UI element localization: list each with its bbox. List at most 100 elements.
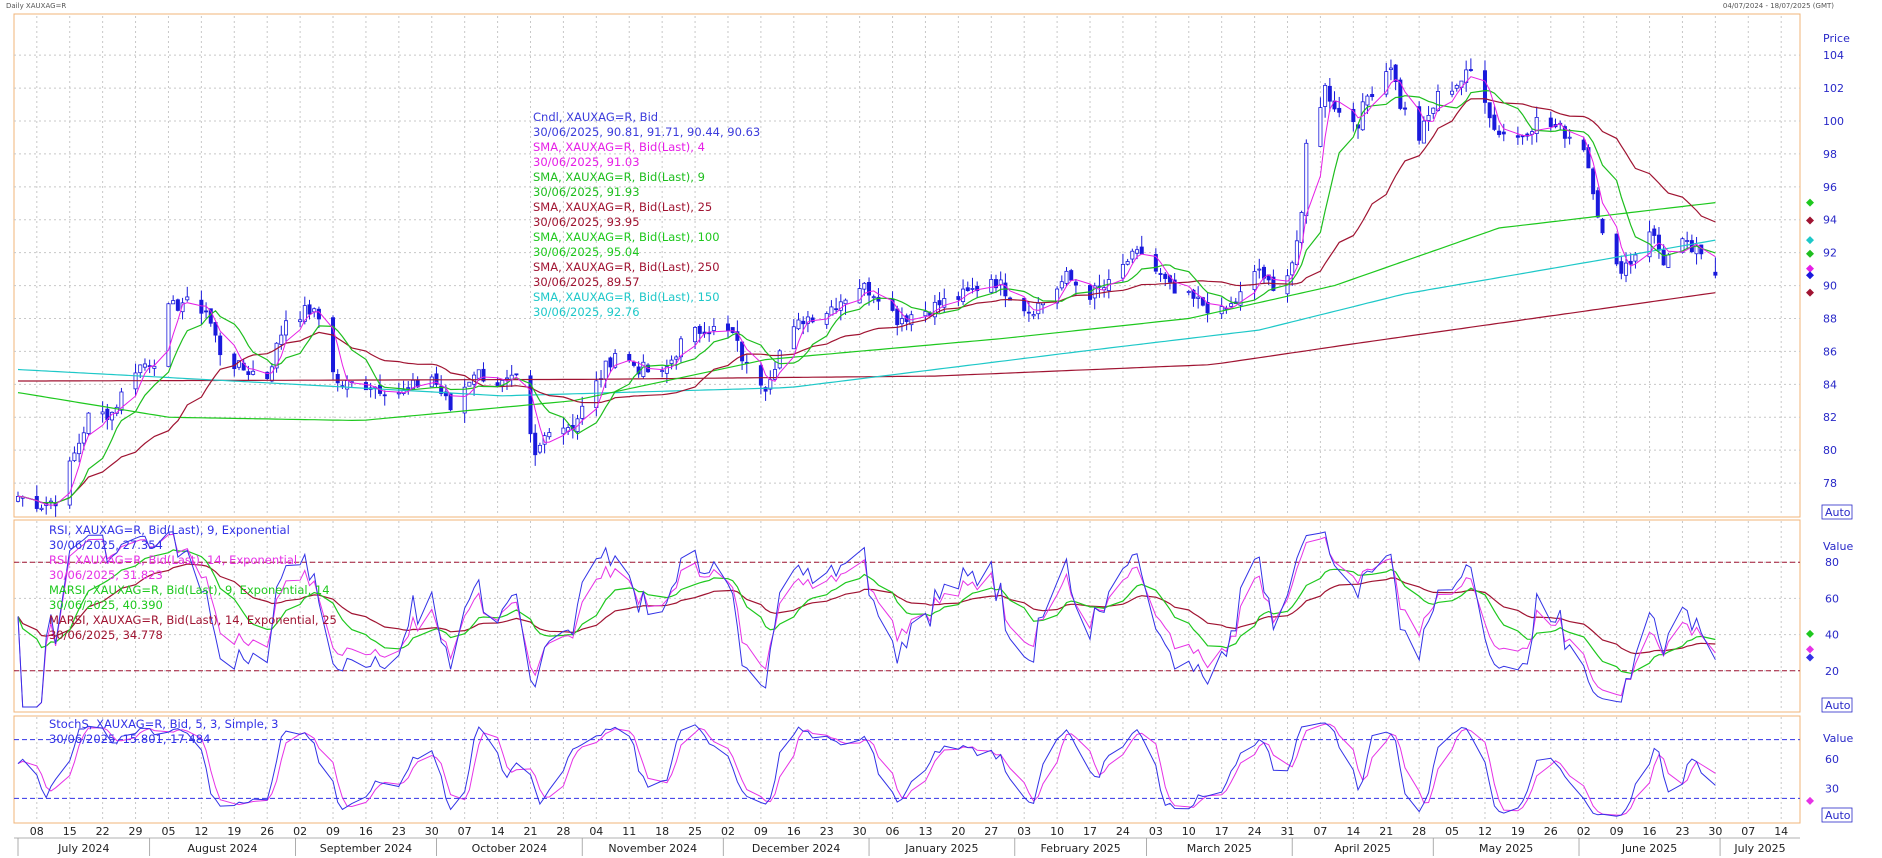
candle-body xyxy=(1186,291,1191,293)
candle-body xyxy=(213,322,218,336)
x-tick-label: 10 xyxy=(1050,825,1064,838)
candle-body xyxy=(1073,281,1078,286)
sma-9-line xyxy=(17,89,1716,504)
candle-body xyxy=(443,391,448,397)
candle-body xyxy=(932,301,937,318)
month-label: February 2025 xyxy=(1041,842,1121,855)
legend-stoch: StochS, XAUXAG=R, Bid, 5, 3, Simple, 3 3… xyxy=(49,717,278,747)
x-tick-label: 19 xyxy=(227,825,241,838)
legend-sma250-value: 30/06/2025, 89.57 xyxy=(533,275,640,289)
candle-body xyxy=(608,357,613,368)
candle-body xyxy=(1624,262,1629,276)
x-tick-label: 17 xyxy=(1215,825,1229,838)
candle-body xyxy=(810,317,815,323)
stoch-auto-box xyxy=(1821,807,1853,823)
candle-body xyxy=(533,432,538,456)
x-tick-label: 29 xyxy=(129,825,143,838)
candle-body xyxy=(697,326,702,334)
candle-body xyxy=(1370,94,1375,97)
legend-sma150-label: SMA, XAUXAG=R, Bid(Last), 150 xyxy=(533,290,720,304)
candle-body xyxy=(232,353,237,370)
price-value-marker xyxy=(1806,236,1814,245)
candle-body xyxy=(613,353,618,368)
candle-body xyxy=(166,303,171,367)
candle-body xyxy=(100,411,105,415)
candle-body xyxy=(1130,250,1135,260)
candle-body xyxy=(711,325,716,331)
candle-body xyxy=(730,327,735,333)
price-value-marker xyxy=(1806,264,1814,273)
candle-body xyxy=(547,432,552,438)
x-tick-label: 16 xyxy=(787,825,801,838)
candle-body xyxy=(1548,117,1553,127)
candle-body xyxy=(504,377,509,380)
candle-body xyxy=(1595,190,1600,218)
legend-sma9-label: SMA, XAUXAG=R, Bid(Last), 9 xyxy=(533,170,705,184)
price-tick-label: 98 xyxy=(1823,148,1837,161)
legend-stoch-value: 30/06/2025, 15.801, 17.484 xyxy=(49,732,211,746)
legend-sma9-value: 30/06/2025, 91.93 xyxy=(533,185,640,199)
legend-sma100-label: SMA, XAUXAG=R, Bid(Last), 100 xyxy=(533,230,720,244)
candle-body xyxy=(406,387,411,390)
candle-body xyxy=(961,288,966,302)
candle-body xyxy=(1059,281,1064,289)
candle-body xyxy=(857,288,862,304)
legend-rsi: RSI, XAUXAG=R, Bid(Last), 9, Exponential… xyxy=(49,523,337,643)
rsi-9-line xyxy=(17,531,1716,708)
candle-body xyxy=(335,373,340,384)
candle-body xyxy=(1120,264,1125,279)
x-tick-label: 05 xyxy=(1445,825,1459,838)
x-tick-label: 08 xyxy=(30,825,44,838)
month-label: November 2024 xyxy=(608,842,697,855)
candle-body xyxy=(246,371,251,375)
candle-body xyxy=(142,363,147,368)
legend-main: Cndl, XAUXAG=R, Bid 30/06/2025, 90.81, 9… xyxy=(533,110,760,320)
rsi-tick-label: 40 xyxy=(1825,629,1839,642)
month-label: August 2024 xyxy=(188,842,258,855)
sma-4-line xyxy=(17,76,1716,506)
candle-body xyxy=(838,301,843,311)
candle-body xyxy=(1685,240,1690,242)
x-tick-label: 23 xyxy=(820,825,834,838)
candle-body xyxy=(180,302,185,313)
month-label: October 2024 xyxy=(472,842,548,855)
legend-sma4-value: 30/06/2025, 91.03 xyxy=(533,155,640,169)
x-tick-label: 23 xyxy=(1675,825,1689,838)
rsi-tick-label: 20 xyxy=(1825,665,1839,678)
candle-body xyxy=(265,371,270,380)
candle-body xyxy=(34,496,39,509)
candle-body xyxy=(138,364,143,374)
x-tick-label: 30 xyxy=(425,825,439,838)
candle-body xyxy=(1135,249,1140,254)
candle-body xyxy=(542,435,547,445)
candle-body xyxy=(1337,107,1342,113)
candle-body xyxy=(740,341,745,362)
candle-body xyxy=(1153,254,1158,272)
candle-body xyxy=(1454,85,1459,89)
legend-rsi14-value: 30/06/2025, 31.823 xyxy=(49,568,163,582)
rsi-auto-label: Auto xyxy=(1825,699,1851,712)
stoch-auto-label: Auto xyxy=(1825,809,1851,822)
candle-body xyxy=(758,365,763,386)
price-tick-label: 100 xyxy=(1823,115,1844,128)
candle-body xyxy=(204,310,209,313)
candle-body xyxy=(895,308,900,326)
rsi-value-marker xyxy=(1806,629,1814,638)
stoch-pane-frame xyxy=(13,715,1801,824)
legend-sma25-value: 30/06/2025, 93.95 xyxy=(533,215,640,229)
candle-body xyxy=(298,319,303,323)
price-pane-frame xyxy=(13,13,1801,518)
candle-body xyxy=(899,318,904,325)
legend-rsi9-value: 30/06/2025, 27.354 xyxy=(49,538,163,552)
candle-body xyxy=(772,369,777,380)
candle-body xyxy=(1497,130,1502,135)
candle-body xyxy=(1567,136,1572,139)
candle-body xyxy=(476,369,481,379)
candle-body xyxy=(382,394,387,397)
candle-body xyxy=(965,287,970,291)
candle-body xyxy=(1652,228,1657,236)
candle-body xyxy=(829,306,834,316)
x-tick-label: 11 xyxy=(622,825,636,838)
